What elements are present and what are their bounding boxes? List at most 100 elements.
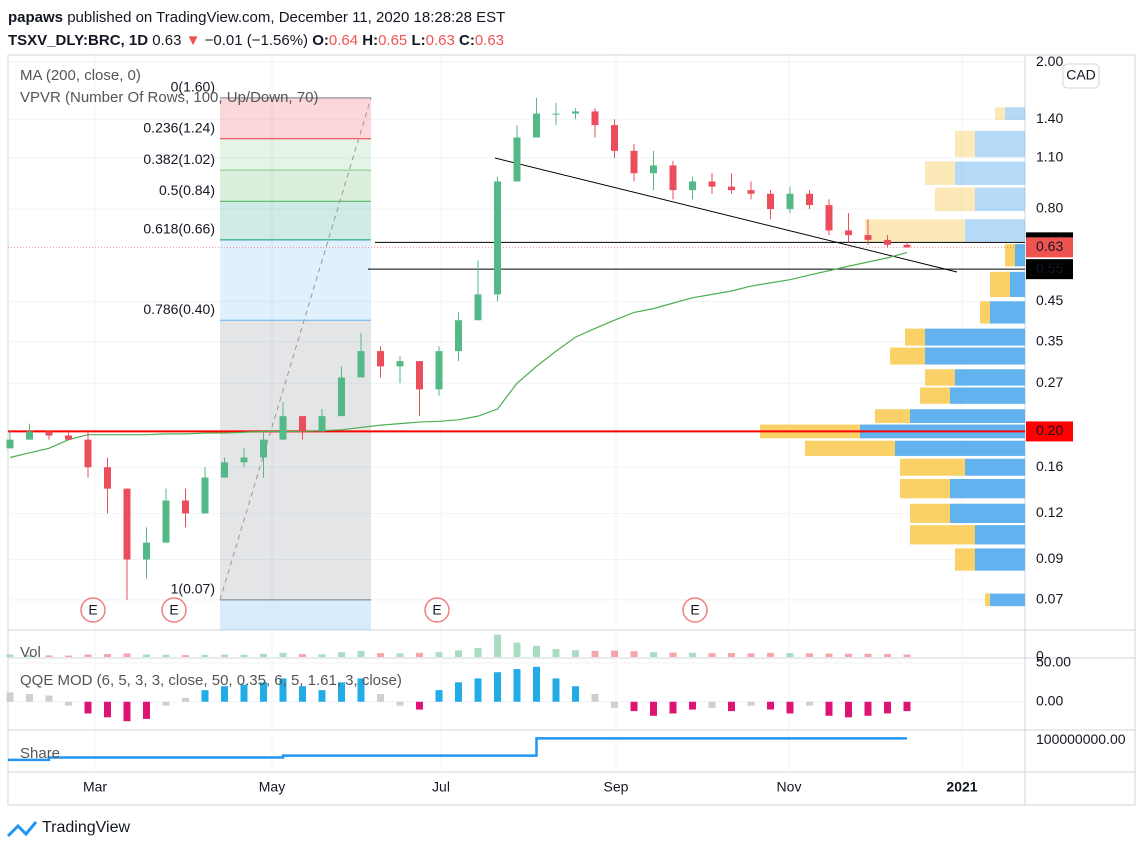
candle-body — [708, 181, 716, 187]
earnings-label: E — [432, 602, 441, 618]
volume-bar — [786, 653, 794, 657]
qqe-bar — [825, 701, 833, 716]
vp-up — [995, 107, 1005, 120]
earnings-label: E — [690, 602, 699, 618]
volume-bar — [845, 653, 852, 657]
fib-zone — [220, 97, 371, 139]
candle-body — [903, 244, 911, 248]
vol-legend: Vol — [20, 644, 41, 661]
currency: CAD — [1066, 67, 1096, 83]
fib-zone — [220, 239, 371, 321]
volume-bar — [45, 655, 53, 657]
volume-bar — [357, 650, 365, 657]
candle-body — [279, 416, 287, 440]
volume-bar — [455, 650, 462, 657]
candle-body — [864, 235, 872, 240]
l-label: L: — [411, 32, 426, 49]
y-tick-label: 1.10 — [1036, 149, 1063, 165]
share-legend: Share — [20, 745, 60, 762]
published: published on TradingView.com, December 1… — [67, 9, 506, 26]
vp-up — [935, 187, 975, 212]
volume-bar — [806, 653, 813, 657]
qqe-bar — [201, 690, 209, 702]
candle-body — [6, 439, 14, 449]
frame — [7, 54, 1136, 806]
qqe-bar — [513, 669, 521, 702]
vp-down — [1015, 244, 1025, 267]
fib-label: 0.236(1.24) — [143, 119, 215, 135]
qqe-bar — [786, 701, 794, 714]
x-tick-label: Sep — [604, 779, 629, 795]
qqe-bar — [260, 682, 267, 702]
x-tick-label: Nov — [777, 779, 802, 795]
candle-body — [65, 435, 72, 440]
qqe-bar — [6, 692, 14, 702]
qqe-bar — [669, 701, 677, 714]
vp-up — [905, 328, 925, 346]
price-label-box — [1026, 259, 1073, 280]
vp-down — [950, 479, 1025, 499]
vp-up — [1005, 244, 1015, 267]
y-tick-label: 0.12 — [1036, 504, 1063, 520]
volume-bar — [6, 654, 14, 657]
candle-body — [806, 193, 813, 206]
fib-label: 1(0.07) — [171, 581, 215, 597]
candle-body — [318, 416, 326, 432]
volume-bar — [396, 653, 404, 657]
vp-down — [975, 130, 1025, 158]
vpvr-legend: VPVR (Number Of Rows, 100, Up/Down, 70) — [20, 89, 318, 106]
qqe-bar — [494, 672, 501, 702]
qqe-bar — [903, 701, 911, 712]
candle-body — [689, 181, 696, 191]
c-label: C: — [459, 32, 475, 49]
candle-body — [377, 351, 384, 367]
vp-down — [965, 219, 1025, 242]
vp-down — [950, 503, 1025, 524]
qqe-bar — [357, 678, 365, 702]
vp-down — [910, 409, 1025, 424]
candle-body — [260, 439, 267, 458]
vp-up — [910, 525, 975, 545]
candle-body — [221, 462, 228, 478]
earnings-marker — [682, 597, 708, 623]
candle-body — [435, 351, 443, 390]
vp-down — [955, 369, 1025, 386]
volume-bar — [884, 653, 891, 657]
qqe-bar — [884, 701, 891, 714]
volume-bar — [143, 654, 150, 657]
volume-bar — [513, 642, 521, 657]
volume-bar — [416, 652, 423, 657]
h: 0.65 — [378, 32, 408, 49]
arrow: ▼ — [185, 32, 201, 49]
qqe-bar — [689, 701, 696, 710]
volume-bar — [669, 652, 677, 657]
fib-label: 0.382(1.02) — [143, 151, 215, 167]
candle-body — [455, 320, 462, 352]
vp-up — [900, 458, 965, 476]
candle-body — [494, 181, 501, 295]
x-tick-label: May — [259, 779, 285, 795]
vp-up — [990, 271, 1010, 298]
price-label-box — [1026, 237, 1073, 258]
qqe-bar — [279, 678, 287, 702]
y-tick-label: 0.09 — [1036, 550, 1063, 566]
vp-up — [955, 548, 975, 571]
volume-bar — [708, 653, 716, 657]
candle-body — [26, 431, 33, 440]
fib-extension — [220, 599, 371, 630]
y-tick-label: 2.00 — [1036, 53, 1063, 69]
candle-body — [104, 467, 111, 489]
vp-down — [975, 548, 1025, 571]
volume-bar — [377, 653, 384, 657]
qqe-bar — [45, 695, 53, 702]
volume-bar — [728, 653, 735, 657]
volume-bar — [318, 654, 326, 657]
qqe-bar — [630, 701, 638, 712]
o-label: O: — [312, 32, 329, 49]
qqe-bar — [572, 686, 579, 702]
candle-body — [357, 351, 365, 378]
last: 0.63 — [152, 32, 182, 49]
qqe-bar — [123, 701, 131, 722]
price-label: 0.63 — [1036, 238, 1063, 254]
